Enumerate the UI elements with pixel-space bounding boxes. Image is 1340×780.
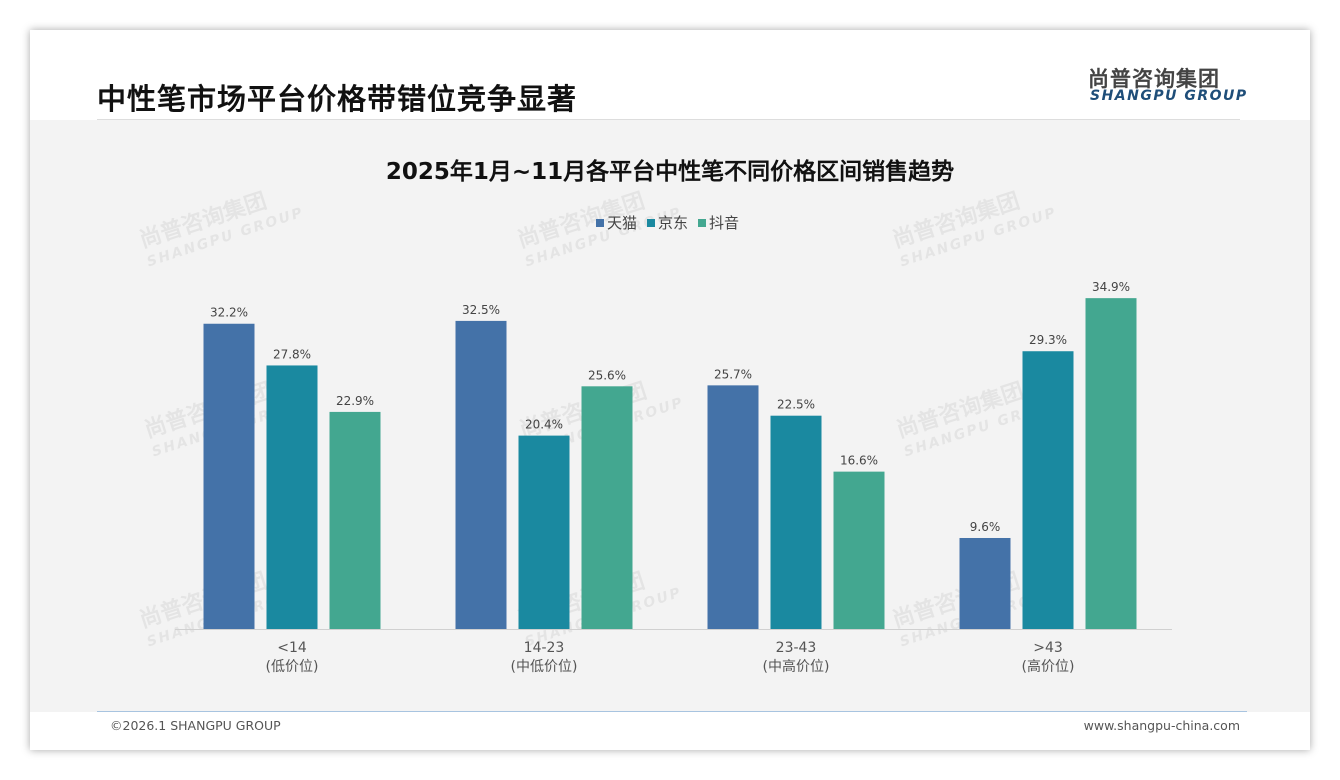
data-label: 25.6% (588, 368, 626, 382)
bar-2-1 (581, 386, 633, 629)
bar-1-1 (518, 435, 570, 629)
data-label: 16.6% (840, 454, 878, 468)
data-label: 9.6% (970, 520, 1001, 534)
legend-swatch (647, 219, 656, 227)
data-label: 22.9% (336, 394, 374, 408)
x-tick-sublabel: (高价位) (1022, 658, 1075, 675)
legend-label: 天猫 (607, 214, 638, 232)
x-tick-label: 14-23 (524, 640, 565, 656)
bar-2-2 (833, 471, 885, 629)
bar-1-2 (770, 415, 822, 629)
header-divider (97, 119, 1240, 120)
bar-1-0 (266, 365, 318, 629)
data-label: 29.3% (1029, 333, 1067, 347)
footer-copyright: ©2026.1 SHANGPU GROUP (110, 718, 281, 733)
data-label: 27.8% (273, 347, 311, 361)
legend-item-douyin: 抖音 (698, 212, 739, 233)
bar-0-2 (707, 385, 759, 629)
legend-swatch (698, 219, 707, 227)
legend-item-jd: 京东 (647, 212, 688, 233)
bar-0-3 (959, 537, 1011, 629)
bar-2-3 (1085, 298, 1137, 629)
footer-divider (97, 711, 1247, 712)
legend-label: 京东 (658, 214, 689, 232)
data-label: 34.9% (1092, 280, 1130, 294)
logo-en: SHANGPU GROUP (1090, 88, 1248, 104)
legend: 天猫 京东 抖音 (596, 212, 739, 233)
logo-cn: 尚普咨询集团 (1088, 67, 1220, 91)
bar-1-3 (1022, 351, 1074, 629)
data-label: 32.5% (462, 303, 500, 317)
x-tick-sublabel: (中高价位) (763, 658, 830, 675)
chart-title: 2025年1月~11月各平台中性笔不同价格区间销售趋势 (385, 159, 955, 185)
x-tick-label: 23-43 (776, 640, 817, 656)
x-tick-sublabel: (低价位) (266, 659, 319, 675)
x-tick-sublabel: (中低价位) (511, 659, 578, 675)
data-label: 25.7% (714, 367, 752, 381)
data-label: 22.5% (777, 398, 815, 412)
legend-item-tmall: 天猫 (596, 212, 637, 233)
data-label: 32.2% (210, 306, 248, 320)
footer-website: www.shangpu-china.com (1083, 718, 1240, 733)
x-tick-label: >43 (1033, 640, 1063, 656)
bar-2-0 (329, 411, 381, 629)
legend-label: 抖音 (709, 214, 740, 232)
x-tick-label: <14 (277, 640, 307, 656)
legend-swatch (596, 219, 604, 227)
page-title: 中性笔市场平台价格带错位竞争显著 (97, 82, 578, 116)
bar-0-1 (455, 320, 507, 629)
bar-0-0 (203, 323, 255, 629)
data-label: 20.4% (525, 418, 563, 432)
